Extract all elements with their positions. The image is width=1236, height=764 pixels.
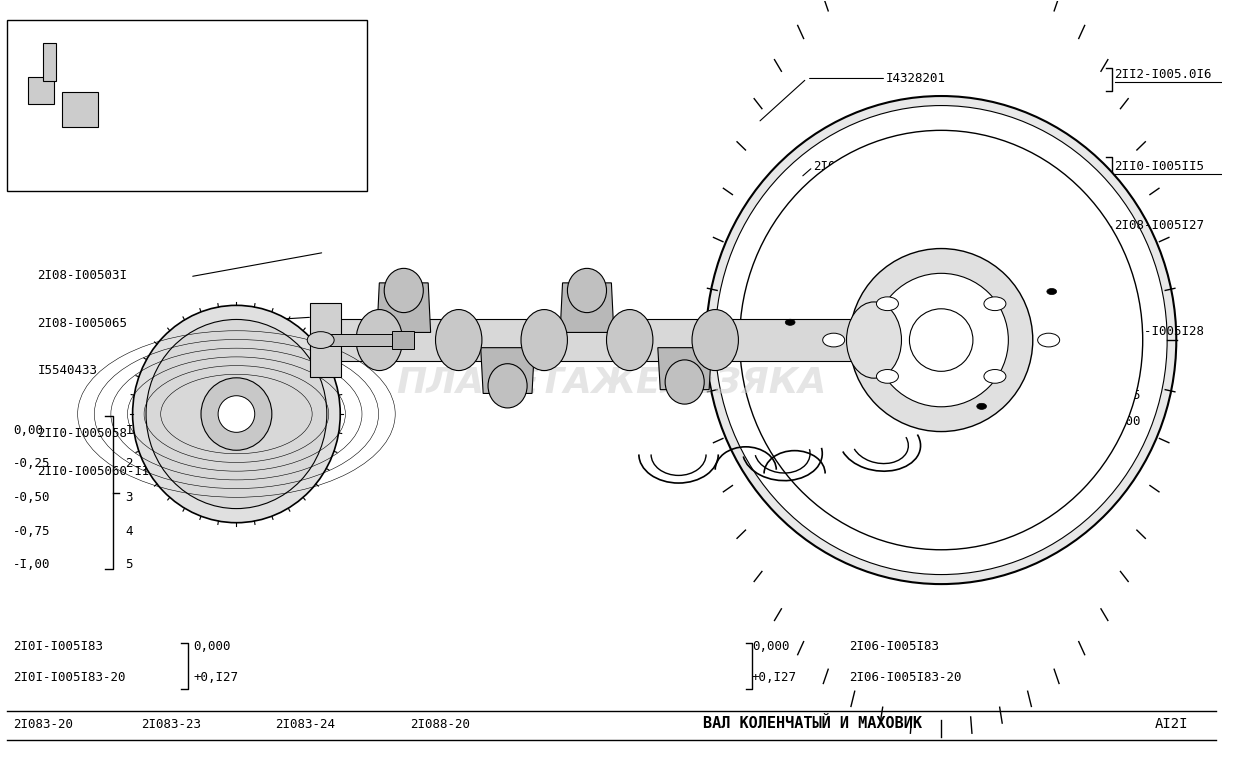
- Text: 2II0-I005II5: 2II0-I005II5: [1115, 160, 1205, 173]
- Text: 2I08-I00503I: 2I08-I00503I: [37, 269, 127, 282]
- Text: -0,50: -0,50: [12, 491, 51, 504]
- Text: 2I06-I005I83: 2I06-I005I83: [849, 640, 939, 653]
- Text: 2I083-24: 2I083-24: [276, 718, 335, 731]
- Ellipse shape: [435, 309, 482, 371]
- Text: -0,75: -0,75: [12, 525, 51, 538]
- Ellipse shape: [488, 364, 527, 408]
- Polygon shape: [560, 283, 614, 332]
- Text: -0,25: -0,25: [12, 458, 51, 471]
- Text: ВАЛ КОЛЕНЧАТЫЙ И МАХОВИК: ВАЛ КОЛЕНЧАТЫЙ И МАХОВИК: [703, 716, 922, 731]
- Ellipse shape: [984, 297, 1006, 311]
- Text: 2I083-20: 2I083-20: [12, 718, 73, 731]
- Text: 2II2-I005.0I6: 2II2-I005.0I6: [1115, 69, 1213, 82]
- Text: 2I08-I005065: 2I08-I005065: [37, 317, 127, 330]
- Ellipse shape: [847, 302, 901, 378]
- Text: +0,I27: +0,I27: [194, 671, 239, 684]
- Ellipse shape: [308, 332, 334, 348]
- Ellipse shape: [823, 333, 844, 347]
- Ellipse shape: [876, 297, 899, 311]
- Ellipse shape: [218, 396, 255, 432]
- Text: 2I08-I005I28: 2I08-I005I28: [1115, 325, 1205, 338]
- Text: 2I08-I000I02-I4 = 5: 2I08-I000I02-I4 = 5: [105, 160, 247, 173]
- Text: 3: 3: [1067, 363, 1074, 376]
- Bar: [330, 319, 886, 361]
- Text: I5540433: I5540433: [37, 364, 98, 377]
- Bar: [392, 331, 414, 349]
- Ellipse shape: [522, 309, 567, 371]
- FancyBboxPatch shape: [7, 20, 367, 191]
- Text: 0,00: 0,00: [1104, 311, 1133, 324]
- Ellipse shape: [849, 248, 1033, 432]
- Text: 2II0-I005058: 2II0-I005058: [37, 427, 127, 440]
- Text: 0,000: 0,000: [751, 640, 790, 653]
- Ellipse shape: [356, 309, 403, 371]
- Ellipse shape: [910, 309, 973, 371]
- Text: -I,00: -I,00: [1104, 415, 1141, 428]
- Text: 2II0-I005060-II: 2II0-I005060-II: [37, 465, 150, 478]
- Ellipse shape: [1047, 289, 1057, 295]
- Text: 2: 2: [1067, 337, 1074, 350]
- Text: I: I: [1067, 311, 1074, 324]
- Ellipse shape: [567, 268, 607, 312]
- Ellipse shape: [132, 306, 340, 523]
- Bar: [62, 92, 99, 127]
- Text: I: I: [125, 424, 132, 437]
- Text: ПЛАНЕТАЖЕЛЕЗЯКА: ПЛАНЕТАЖЕЛЕЗЯКА: [397, 365, 827, 399]
- Text: 0,000: 0,000: [194, 640, 231, 653]
- Text: 2I0I-I005I26: 2I0I-I005I26: [813, 160, 904, 173]
- Bar: [318, 334, 392, 346]
- Ellipse shape: [607, 309, 653, 371]
- Text: 4: 4: [125, 525, 132, 538]
- Ellipse shape: [716, 105, 1167, 575]
- Ellipse shape: [874, 274, 1009, 406]
- Ellipse shape: [692, 309, 738, 371]
- Text: 2I088-20: 2I088-20: [410, 718, 470, 731]
- Text: 2I0I-I005I83-20: 2I0I-I005I83-20: [12, 671, 125, 684]
- Bar: [43, 43, 56, 81]
- Text: 2I08-I000I02-II = 2: 2I08-I000I02-II = 2: [105, 69, 247, 82]
- Text: 2I08-I000I02-I3 = 4: 2I08-I000I02-I3 = 4: [105, 129, 247, 143]
- Ellipse shape: [1038, 333, 1059, 347]
- Text: 5: 5: [125, 558, 132, 571]
- Ellipse shape: [876, 370, 899, 384]
- Text: 5: 5: [1067, 415, 1074, 428]
- Text: АI2I: АI2I: [1154, 717, 1189, 731]
- Text: +0,I27: +0,I27: [751, 671, 797, 684]
- Text: 2I0I-I005I83: 2I0I-I005I83: [12, 640, 103, 653]
- Text: 2I08-I005I27: 2I08-I005I27: [1115, 219, 1205, 232]
- Bar: [27, 77, 54, 104]
- Ellipse shape: [146, 319, 326, 509]
- Ellipse shape: [976, 403, 986, 410]
- Text: 2I083-23: 2I083-23: [141, 718, 201, 731]
- Text: 3: 3: [125, 491, 132, 504]
- Ellipse shape: [201, 378, 272, 450]
- Polygon shape: [377, 283, 430, 332]
- Ellipse shape: [785, 319, 795, 325]
- Polygon shape: [481, 348, 534, 393]
- Text: -0,75: -0,75: [1104, 389, 1141, 402]
- Polygon shape: [658, 348, 712, 390]
- Text: -I,00: -I,00: [12, 558, 51, 571]
- Ellipse shape: [984, 370, 1006, 384]
- Text: 2I06-I005I83-20: 2I06-I005I83-20: [849, 671, 962, 684]
- Ellipse shape: [665, 360, 705, 404]
- Ellipse shape: [739, 131, 1143, 550]
- Text: -0,50: -0,50: [1104, 363, 1141, 376]
- Ellipse shape: [706, 96, 1177, 584]
- Text: I4328201: I4328201: [886, 73, 947, 86]
- Text: 2I08-I000I02-0I = I: 2I08-I000I02-0I = I: [105, 38, 247, 51]
- Text: -0,25: -0,25: [1104, 337, 1141, 350]
- Ellipse shape: [384, 268, 423, 312]
- Text: 2: 2: [125, 458, 132, 471]
- Bar: [310, 303, 341, 377]
- Text: 2I08-I000I02-I2 = 3: 2I08-I000I02-I2 = 3: [105, 99, 247, 112]
- Text: 4: 4: [1067, 389, 1074, 402]
- Text: 0,00: 0,00: [12, 424, 43, 437]
